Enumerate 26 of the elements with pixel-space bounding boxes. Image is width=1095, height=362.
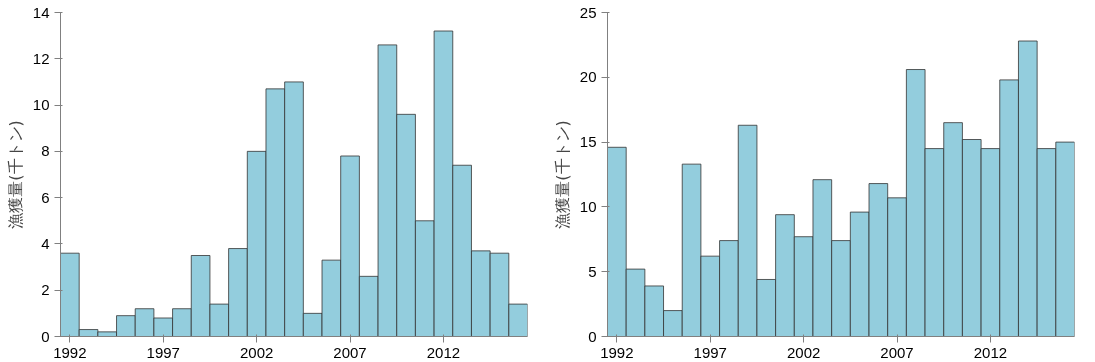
x-tick-label: 2007 — [333, 343, 367, 361]
x-tick-label: 1992 — [600, 343, 634, 361]
y-tick-label: 8 — [41, 142, 50, 160]
y-tick-label: 10 — [579, 197, 597, 215]
y-tick-label: 4 — [41, 234, 50, 252]
y-tick-label: 2 — [41, 281, 50, 299]
x-tick-label: 2007 — [880, 343, 914, 361]
x-tick-label: 1992 — [53, 343, 87, 361]
y-tick-label: 0 — [41, 327, 50, 345]
x-tick-label: 1997 — [693, 343, 727, 361]
x-tick-label: 1997 — [146, 343, 180, 361]
y-tick-label: 0 — [588, 327, 597, 345]
x-tick-label: 2002 — [239, 343, 274, 361]
y-tick-label: 10 — [32, 96, 50, 114]
y-tick-label: 6 — [41, 188, 50, 206]
x-tick-label: 2002 — [786, 343, 821, 361]
y-tick-label: 14 — [32, 3, 50, 21]
y-tick-label: 5 — [588, 262, 597, 280]
x-tick-label: 2012 — [973, 343, 1008, 361]
y-axis-title: 漁獲量(千トン) — [5, 120, 25, 229]
y-tick-label: 25 — [579, 3, 597, 21]
y-tick-label: 12 — [32, 49, 50, 67]
y-tick-label: 15 — [579, 133, 597, 151]
x-tick-label: 2012 — [426, 343, 461, 361]
y-tick-label: 20 — [579, 68, 597, 86]
y-axis-title: 漁獲量(千トン) — [552, 120, 572, 229]
